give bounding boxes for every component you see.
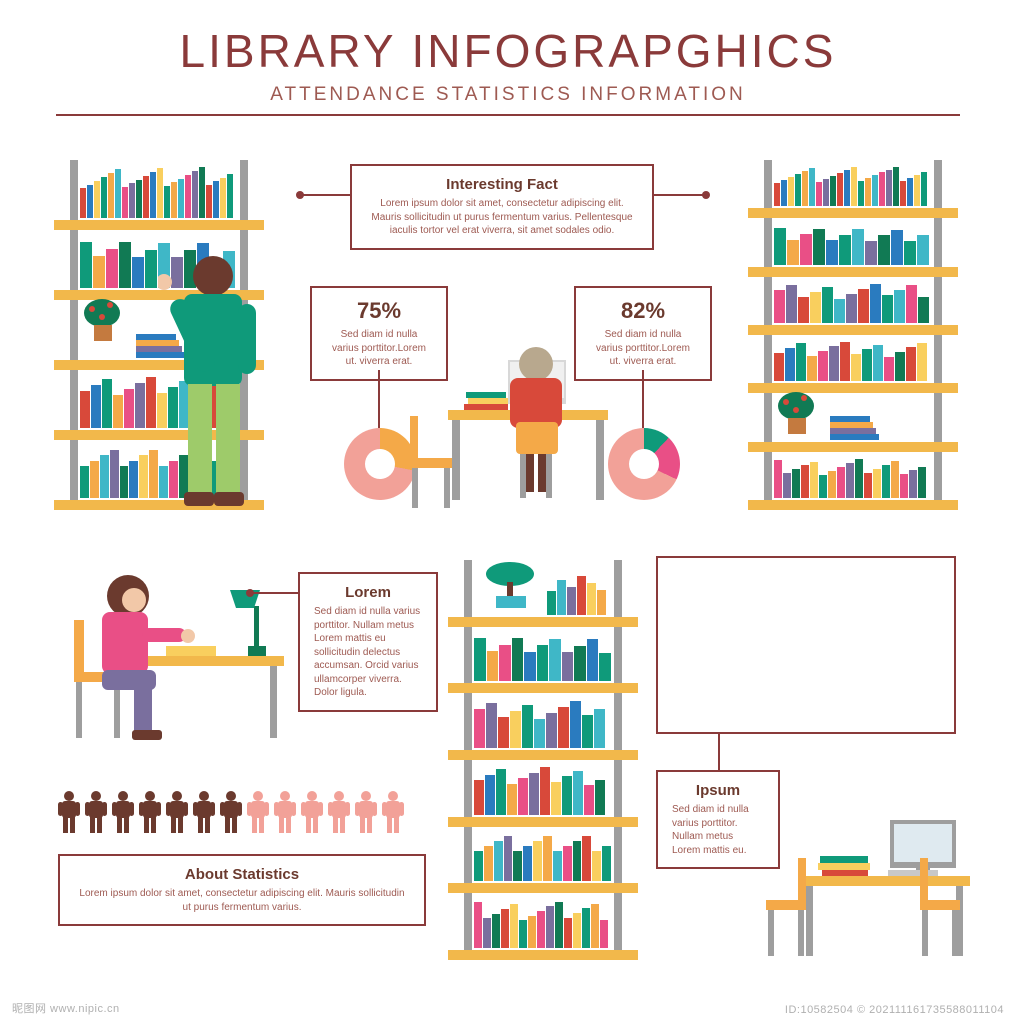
- person-reading-icon: [54, 560, 294, 760]
- about-box: About Statistics Lorem ipsum dolor sit a…: [58, 854, 426, 926]
- lorem-body: Sed diam id nulla varius porttitor. Null…: [314, 605, 422, 700]
- connector: [642, 370, 644, 428]
- about-title: About Statistics: [74, 866, 410, 883]
- page-subtitle: ATTENDANCE STATISTICS INFORMATION: [0, 84, 1016, 106]
- bar-chart: [656, 556, 956, 734]
- connector-dot: [702, 191, 710, 199]
- people-pictogram-row: [58, 790, 404, 834]
- ipsum-title: Ipsum: [672, 782, 764, 799]
- donut-chart-right: [608, 428, 680, 500]
- person-icon: [58, 790, 80, 834]
- connector: [718, 734, 720, 770]
- person-icon: [328, 790, 350, 834]
- person-icon: [139, 790, 161, 834]
- person-icon: [85, 790, 107, 834]
- connector: [378, 370, 380, 428]
- watermark-left: 昵图网 www.nipic.cn: [12, 1000, 120, 1016]
- person-standing-icon: [158, 254, 268, 514]
- bookshelf: [758, 160, 948, 510]
- connector: [654, 194, 704, 196]
- person-icon: [382, 790, 404, 834]
- person-icon: [112, 790, 134, 834]
- bookshelf: [458, 560, 628, 960]
- person-icon: [301, 790, 323, 834]
- stat-left-body: Sed diam id nulla varius porttitor.Lorem…: [326, 328, 432, 369]
- ipsum-box: Ipsum Sed diam id nulla varius porttitor…: [656, 770, 780, 869]
- connector-dot: [246, 589, 254, 597]
- connector-dot: [296, 191, 304, 199]
- stat-left-value: 75%: [326, 298, 432, 324]
- page-title: LIBRARY INFOGRAPGHICS: [0, 0, 1016, 78]
- lorem-title: Lorem: [314, 584, 422, 601]
- header-divider: [56, 114, 960, 116]
- person-icon: [193, 790, 215, 834]
- chair-icon: [912, 856, 972, 960]
- person-icon: [166, 790, 188, 834]
- person-icon: [247, 790, 269, 834]
- fact-body: Lorem ipsum dolor sit amet, consectetur …: [366, 197, 638, 238]
- ipsum-body: Sed diam id nulla varius porttitor. Null…: [672, 803, 764, 857]
- stat-left-box: 75% Sed diam id nulla varius porttitor.L…: [310, 286, 448, 381]
- connector: [300, 194, 350, 196]
- fact-title: Interesting Fact: [366, 176, 638, 193]
- connector: [250, 592, 298, 594]
- fact-box: Interesting Fact Lorem ipsum dolor sit a…: [350, 164, 654, 250]
- person-icon: [274, 790, 296, 834]
- chair-icon: [756, 856, 816, 960]
- watermark-right: ID:10582504 © 202111161735588011104: [785, 1004, 1004, 1016]
- person-icon: [355, 790, 377, 834]
- lorem-box: Lorem Sed diam id nulla varius porttitor…: [298, 572, 438, 712]
- chair-icon: [404, 412, 468, 512]
- about-body: Lorem ipsum dolor sit amet, consectetur …: [74, 887, 410, 914]
- person-icon: [220, 790, 242, 834]
